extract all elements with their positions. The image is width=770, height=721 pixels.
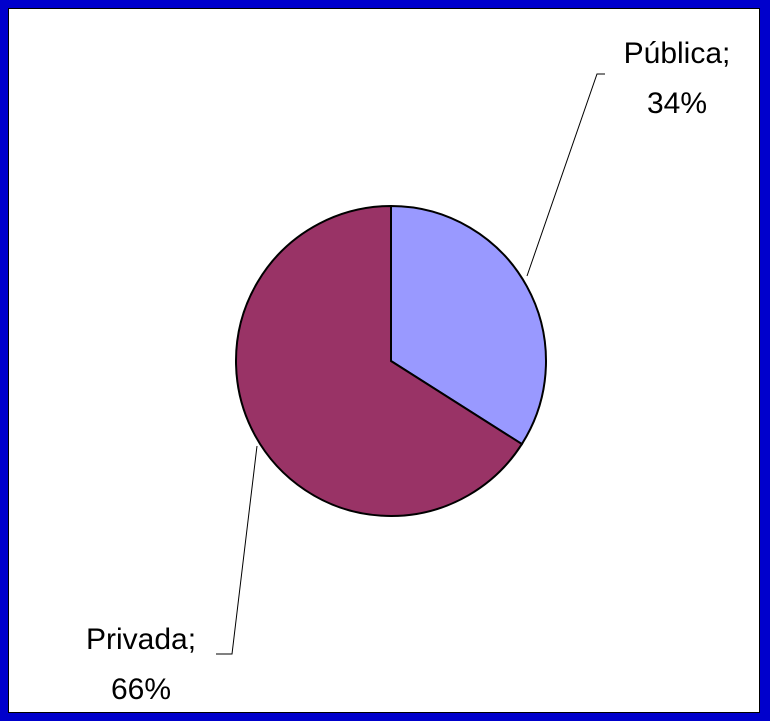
slice-label-publica-value: 34%: [647, 87, 707, 120]
leader-line-privada: [216, 445, 258, 655]
leader-lines: [216, 73, 605, 655]
slice-label-publica-name: Pública;: [624, 37, 731, 70]
slice-labels: Pública; 34% Privada; 66%: [86, 37, 730, 706]
pie-slices: [235, 204, 547, 517]
slice-label-privada-name: Privada;: [86, 623, 196, 656]
leader-line-publica: [526, 73, 605, 277]
pie-slice-privada: [235, 204, 524, 517]
slice-label-privada-value: 66%: [111, 673, 171, 706]
